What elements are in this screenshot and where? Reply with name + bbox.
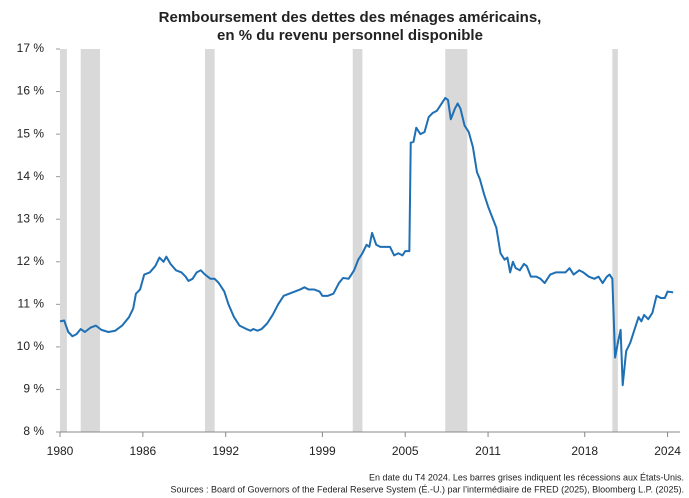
chart-title: Remboursement des dettes des ménages amé… bbox=[159, 9, 542, 26]
x-tick-label: 1999 bbox=[309, 444, 336, 458]
recession-band bbox=[204, 49, 215, 432]
x-tick-label: 1980 bbox=[47, 444, 74, 458]
data-line bbox=[59, 96, 674, 387]
y-tick-label: 11 % bbox=[18, 297, 45, 311]
y-tick-label: 14 % bbox=[17, 169, 45, 183]
chart-title: en % du revenu personnel disponible bbox=[217, 27, 483, 44]
y-tick-label: 8 % bbox=[23, 424, 44, 438]
footnote: En date du T4 2024. Les barres grises in… bbox=[369, 472, 684, 482]
recession-band bbox=[80, 49, 101, 432]
recession-band bbox=[60, 49, 67, 432]
y-tick-label: 9 % bbox=[23, 382, 44, 396]
x-tick-label: 2005 bbox=[392, 444, 419, 458]
x-tick-label: 2024 bbox=[654, 444, 681, 458]
recession-band bbox=[352, 49, 363, 432]
recession-band bbox=[612, 49, 618, 432]
y-tick-label: 13 % bbox=[17, 211, 45, 225]
x-tick-label: 1992 bbox=[212, 444, 239, 458]
y-tick-label: 12 % bbox=[17, 254, 45, 268]
x-tick-label: 2018 bbox=[571, 444, 598, 458]
x-tick-label: 1986 bbox=[129, 444, 156, 458]
y-tick-label: 10 % bbox=[17, 339, 45, 353]
x-tick-label: 2011 bbox=[475, 444, 501, 458]
y-tick-label: 17 % bbox=[17, 41, 45, 55]
y-tick-label: 16 % bbox=[17, 84, 45, 98]
recession-band bbox=[445, 49, 468, 432]
y-tick-label: 15 % bbox=[17, 126, 45, 140]
footnote: Sources : Board of Governors of the Fede… bbox=[170, 484, 684, 494]
